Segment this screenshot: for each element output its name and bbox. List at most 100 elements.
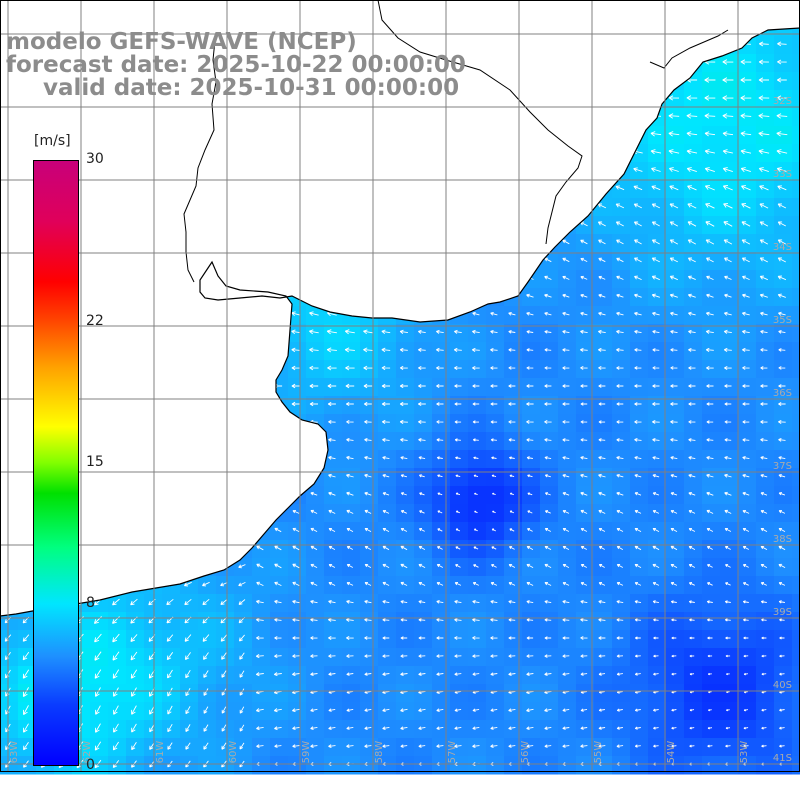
field-cell	[270, 720, 289, 739]
wind-arrow	[726, 691, 730, 694]
wind-arrow	[400, 744, 408, 748]
field-cell	[774, 504, 793, 523]
wind-arrow	[760, 437, 768, 442]
field-cell	[702, 360, 721, 379]
field-cell	[324, 432, 343, 451]
wind-arrow	[273, 708, 282, 713]
wind-arrow	[598, 455, 606, 460]
wind-arrow	[328, 419, 336, 424]
field-cell	[738, 126, 757, 145]
wind-arrow	[741, 311, 750, 316]
field-cell	[558, 612, 577, 631]
wind-arrow	[562, 744, 570, 748]
field-cell	[738, 342, 757, 361]
field-cell	[612, 666, 631, 685]
wind-arrow	[616, 311, 624, 316]
wind-arrow	[400, 672, 408, 677]
field-cell	[558, 288, 577, 307]
field-cell	[414, 756, 433, 775]
field-cell	[720, 432, 739, 451]
field-cell	[630, 504, 649, 523]
wind-arrow	[382, 708, 390, 713]
wind-arrow	[634, 384, 642, 388]
field-cell	[360, 648, 379, 667]
field-cell	[630, 558, 649, 577]
field-cell	[288, 558, 307, 577]
wind-arrow	[131, 705, 137, 715]
wind-arrow	[670, 492, 678, 496]
wind-arrow	[22, 651, 30, 661]
wind-arrow	[346, 437, 354, 442]
coastline	[0, 27, 800, 617]
wind-arrow	[399, 365, 408, 370]
wind-arrow	[490, 347, 498, 352]
wind-arrow	[400, 581, 408, 586]
field-cell	[720, 558, 739, 577]
wind-arrow	[615, 221, 624, 227]
field-cell	[18, 648, 37, 667]
field-cell	[684, 558, 703, 577]
wind-arrow	[616, 473, 624, 478]
field-cell	[522, 378, 541, 397]
wind-arrow	[598, 402, 606, 406]
field-cell	[558, 630, 577, 649]
field-cell	[738, 198, 757, 217]
wind-arrow	[491, 528, 497, 532]
wind-arrow	[616, 744, 624, 748]
wind-arrow	[454, 617, 462, 622]
wind-arrow	[472, 708, 480, 712]
wind-arrow	[760, 600, 767, 604]
wind-arrow	[274, 726, 282, 731]
wind-arrow	[436, 618, 444, 622]
field-cell	[720, 234, 739, 253]
wind-arrow	[328, 599, 336, 604]
wind-arrow	[741, 257, 750, 263]
lon-label: 57W	[447, 741, 458, 764]
field-cell	[756, 144, 775, 163]
field-cell	[342, 486, 361, 505]
wind-arrow	[508, 438, 516, 442]
wind-arrow	[688, 564, 696, 568]
wind-arrow	[491, 546, 497, 550]
field-cell	[684, 612, 703, 631]
wind-arrow	[760, 509, 768, 514]
wind-arrow	[291, 347, 301, 353]
wind-arrow	[669, 275, 678, 281]
wind-arrow	[472, 672, 480, 676]
wind-arrow	[328, 545, 336, 550]
wind-arrow	[741, 239, 751, 245]
field-cell	[396, 648, 415, 667]
field-cell	[504, 612, 523, 631]
wind-arrow	[706, 527, 714, 532]
wind-arrow	[203, 724, 209, 732]
field-cell	[648, 288, 667, 307]
wind-arrow	[742, 455, 750, 460]
wind-arrow	[473, 564, 479, 568]
wind-arrow	[651, 167, 661, 173]
wind-arrow	[382, 726, 390, 731]
field-cell	[522, 576, 541, 595]
field-cell	[306, 756, 325, 775]
wind-arrow	[418, 654, 426, 658]
field-cell	[126, 630, 145, 649]
wind-arrow	[490, 329, 498, 334]
field-cell	[306, 342, 325, 361]
wind-arrow	[707, 726, 713, 730]
field-cell	[360, 414, 379, 433]
field-cell	[630, 648, 649, 667]
field-cell	[540, 720, 559, 739]
wind-arrow	[598, 275, 606, 280]
wind-arrow	[256, 636, 264, 640]
wind-arrow	[381, 347, 391, 353]
wind-arrow	[724, 473, 732, 478]
wind-arrow	[778, 366, 786, 370]
wind-arrow	[418, 365, 426, 370]
wind-arrow	[688, 491, 696, 496]
field-cell	[576, 702, 595, 721]
field-cell	[648, 720, 667, 739]
wind-arrow	[418, 437, 426, 442]
field-cell	[684, 396, 703, 415]
wind-arrow	[437, 474, 443, 478]
wind-arrow	[112, 669, 120, 679]
wind-arrow	[167, 669, 173, 679]
